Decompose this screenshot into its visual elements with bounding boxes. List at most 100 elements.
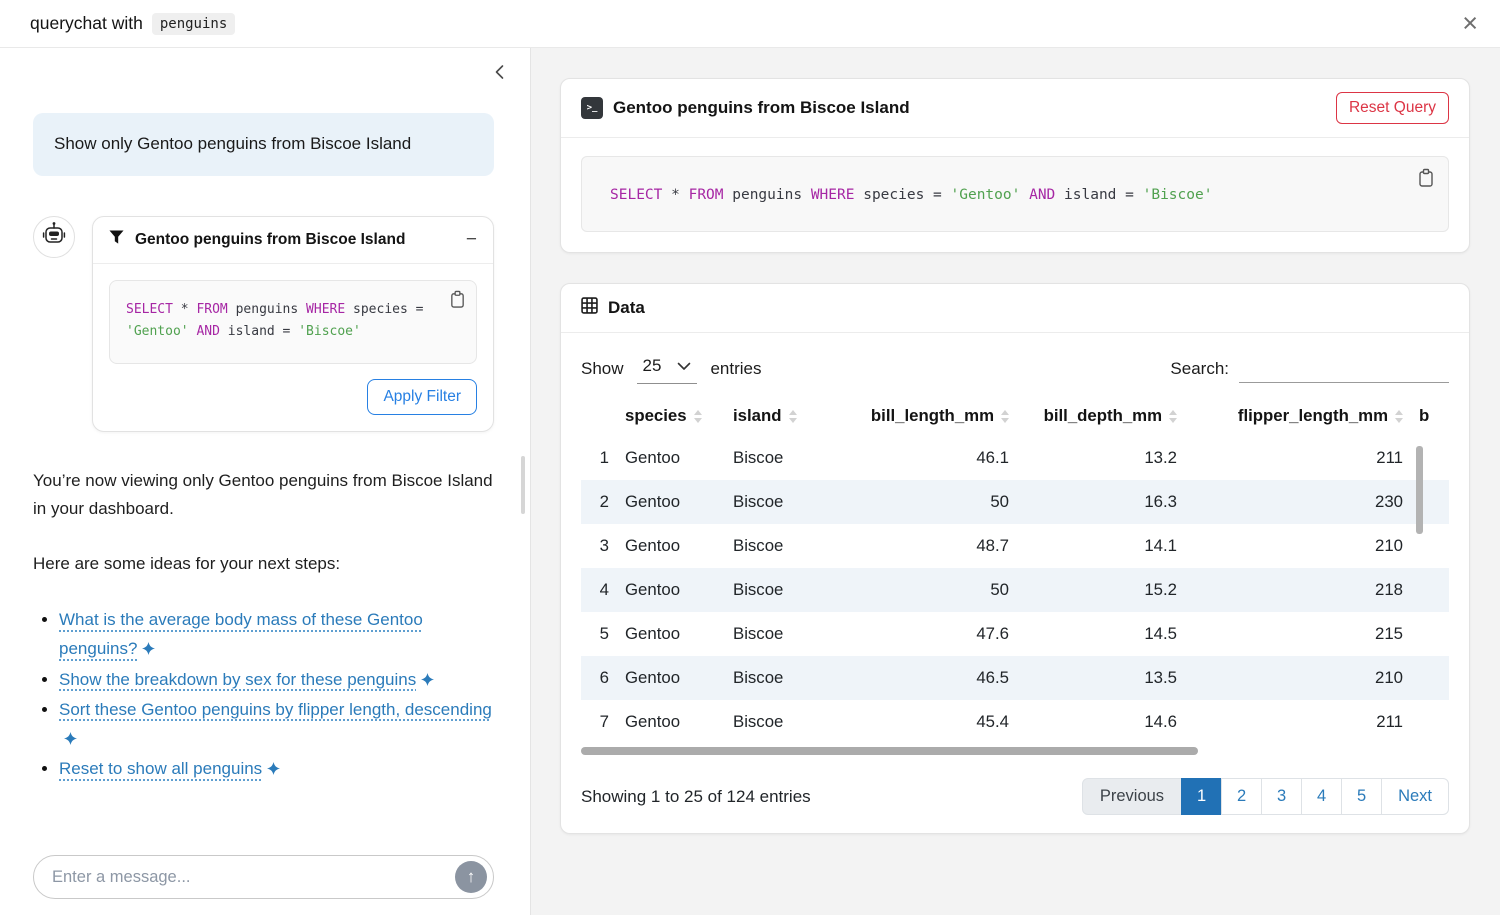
- send-message-button[interactable]: ↑: [455, 861, 487, 893]
- suggestion-link[interactable]: What is the average body mass of these G…: [59, 610, 423, 659]
- collapse-card-icon[interactable]: −: [465, 229, 477, 251]
- table-cell: 46.1: [976, 448, 1009, 467]
- table-cell: Gentoo: [625, 712, 681, 731]
- pagination: Previous 1 2 3 4 5 Next: [1081, 778, 1449, 815]
- table-info-text: Showing 1 to 25 of 124 entries: [581, 786, 811, 806]
- table-cell: 210: [1375, 668, 1403, 687]
- sql-token: 'Biscoe': [298, 323, 361, 339]
- table-cell: Biscoe: [733, 536, 784, 555]
- column-header: [581, 396, 617, 436]
- table-cell: Gentoo: [625, 580, 681, 599]
- sort-arrows-icon[interactable]: [1169, 410, 1177, 423]
- column-header[interactable]: species: [617, 396, 725, 436]
- table-cell: 211: [1376, 448, 1403, 467]
- table-cell: 218: [1375, 580, 1403, 599]
- sql-token: 'Gentoo': [126, 323, 189, 339]
- table-cell: 48.7: [976, 536, 1009, 555]
- table-cell: Biscoe: [733, 492, 784, 511]
- filter-icon: [109, 230, 124, 250]
- table-cell: 47.6: [976, 624, 1009, 643]
- table-cell: 13.2: [1144, 448, 1177, 467]
- suggestion-link[interactable]: Sort these Gentoo penguins by flipper le…: [59, 699, 492, 719]
- sparkle-icon: [64, 732, 77, 746]
- column-header[interactable]: bill_length_mm: [831, 396, 1017, 436]
- sql-code-block: SELECT * FROM penguins WHERE species = '…: [109, 279, 477, 365]
- page-size-select[interactable]: 25: [636, 353, 698, 384]
- table-header-row: species island bill_length_mm bill_depth_mm…: [581, 396, 1449, 436]
- robot-icon: [41, 221, 67, 252]
- filter-card-title: Gentoo penguins from Biscoe Island: [135, 230, 406, 248]
- suggestion-list: What is the average body mass of these G…: [33, 605, 500, 783]
- suggestion-link[interactable]: Reset to show all penguins: [59, 759, 263, 779]
- table-cell: 211: [1376, 712, 1403, 731]
- table-cell: 45.4: [976, 712, 1009, 731]
- sql-token: SELECT: [610, 187, 663, 203]
- sql-token: AND: [196, 323, 220, 339]
- table-cell: Biscoe: [733, 624, 784, 643]
- pagination-page-button[interactable]: 5: [1341, 778, 1383, 815]
- table-row: 7 Gentoo Biscoe 45.4 14.6 211: [581, 700, 1449, 744]
- table-cell: Biscoe: [733, 712, 784, 731]
- table-cell: [1411, 612, 1449, 656]
- table-cell: Biscoe: [733, 448, 784, 467]
- suggestion-link[interactable]: Show the breakdown by sex for these peng…: [59, 669, 417, 689]
- column-label: bill_length_mm: [870, 406, 994, 425]
- sql-code-block-main: SELECT * FROM penguins WHERE species = '…: [581, 156, 1449, 232]
- copy-icon[interactable]: [449, 290, 466, 317]
- sql-token: 'Biscoe': [1142, 187, 1213, 203]
- chevron-down-icon: [677, 356, 691, 376]
- data-card: Data Show 25 entries Search:: [560, 283, 1470, 834]
- page-size-value: 25: [642, 356, 662, 375]
- table-cell: 14.5: [1144, 624, 1177, 643]
- chat-sidebar: Show only Gentoo penguins from Biscoe Is…: [0, 48, 531, 915]
- pagination-page-button[interactable]: 3: [1261, 778, 1303, 815]
- horizontal-scrollbar[interactable]: [581, 747, 1198, 755]
- table-cell: Gentoo: [625, 492, 681, 511]
- copy-icon[interactable]: [1417, 168, 1435, 192]
- column-header[interactable]: island: [725, 396, 831, 436]
- table-cell: [1411, 700, 1449, 744]
- sql-token: species =: [854, 187, 951, 203]
- chat-message-input[interactable]: [52, 867, 455, 887]
- sql-token: species =: [345, 301, 424, 317]
- table-cell: 13.5: [1144, 668, 1177, 687]
- table-cell: 215: [1375, 624, 1403, 643]
- table-grid-icon: [581, 297, 598, 319]
- query-card: >_ Gentoo penguins from Biscoe Island Re…: [560, 78, 1470, 253]
- sort-arrows-icon[interactable]: [1001, 410, 1009, 423]
- sql-token: WHERE: [810, 187, 855, 203]
- table-row: 3 Gentoo Biscoe 48.7 14.1 210: [581, 524, 1449, 568]
- table-cell: 230: [1375, 492, 1403, 511]
- close-icon[interactable]: ×: [1462, 8, 1478, 38]
- pagination-page-button[interactable]: 4: [1301, 778, 1343, 815]
- row-index: 1: [599, 448, 609, 467]
- column-header[interactable]: bill_depth_mm: [1017, 396, 1185, 436]
- table-cell: 14.1: [1144, 536, 1177, 555]
- table-cell: Gentoo: [625, 624, 681, 643]
- table-cell: [1411, 656, 1449, 700]
- table-search-input[interactable]: [1239, 354, 1449, 383]
- reset-query-button[interactable]: Reset Query: [1335, 92, 1449, 124]
- sql-text: SELECT * FROM penguins WHERE species = '…: [126, 299, 460, 343]
- bot-avatar: [33, 215, 75, 258]
- vertical-scrollbar[interactable]: [1416, 446, 1423, 534]
- pagination-page-button[interactable]: 2: [1221, 778, 1263, 815]
- column-label: species: [625, 406, 687, 425]
- row-index: 5: [599, 624, 609, 643]
- column-header[interactable]: flipper_length_mm: [1185, 396, 1411, 436]
- pagination-page-button[interactable]: 1: [1181, 778, 1223, 815]
- table-cell: 210: [1375, 536, 1403, 555]
- table-cell: 50: [990, 492, 1009, 511]
- apply-filter-button[interactable]: Apply Filter: [367, 379, 477, 416]
- sort-arrows-icon[interactable]: [788, 410, 797, 423]
- app-title: querychat with: [30, 13, 143, 33]
- table-cell: 16.3: [1144, 492, 1177, 511]
- sort-arrows-icon[interactable]: [693, 410, 702, 423]
- sql-token: island =: [219, 323, 299, 339]
- table-cell: [1411, 568, 1449, 612]
- sidebar-collapse-icon[interactable]: [490, 62, 510, 82]
- pagination-next-button[interactable]: Next: [1381, 778, 1449, 815]
- sort-arrows-icon[interactable]: [1395, 410, 1403, 423]
- sidebar-vertical-scrollbar[interactable]: [521, 456, 525, 514]
- pagination-previous-button[interactable]: Previous: [1081, 778, 1183, 815]
